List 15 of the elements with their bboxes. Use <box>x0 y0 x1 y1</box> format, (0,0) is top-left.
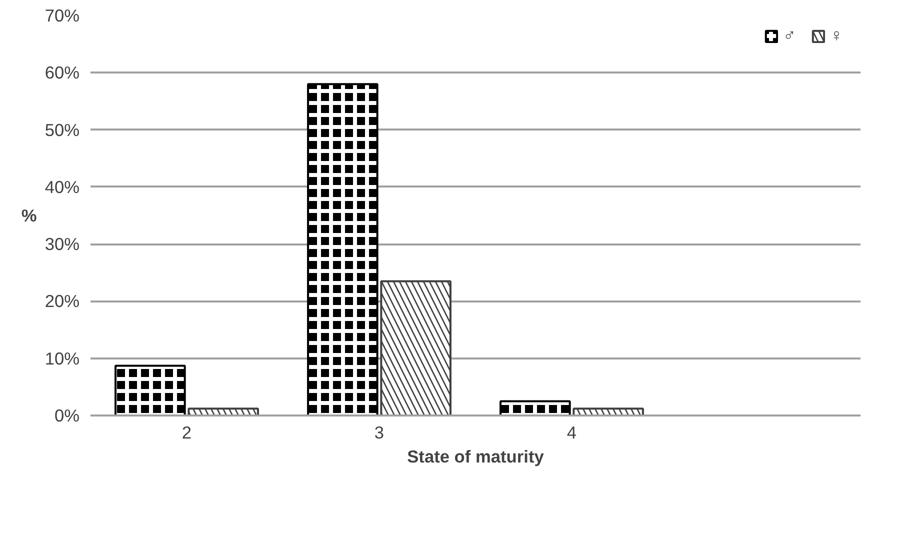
y-tick-label: 40% <box>44 176 80 197</box>
y-tick-label: 50% <box>44 120 80 140</box>
x-tick-label: 4 <box>566 422 577 442</box>
y-tick-label: 30% <box>44 234 80 254</box>
y-tick-label: 60% <box>44 62 80 83</box>
x-tick-label: 3 <box>374 422 384 442</box>
y-tick-label: 0% <box>54 406 80 426</box>
y-tick-label: 70% <box>44 6 80 26</box>
y-tick-label: 20% <box>44 291 80 312</box>
legend-label: ♀ <box>830 25 844 46</box>
x-tick-label: 2 <box>182 422 192 442</box>
y-axis-title: % <box>21 206 37 226</box>
y-tick-label: 10% <box>44 348 80 368</box>
legend-label: ♂ <box>783 25 797 46</box>
x-axis-title: State of maturity <box>407 446 544 466</box>
